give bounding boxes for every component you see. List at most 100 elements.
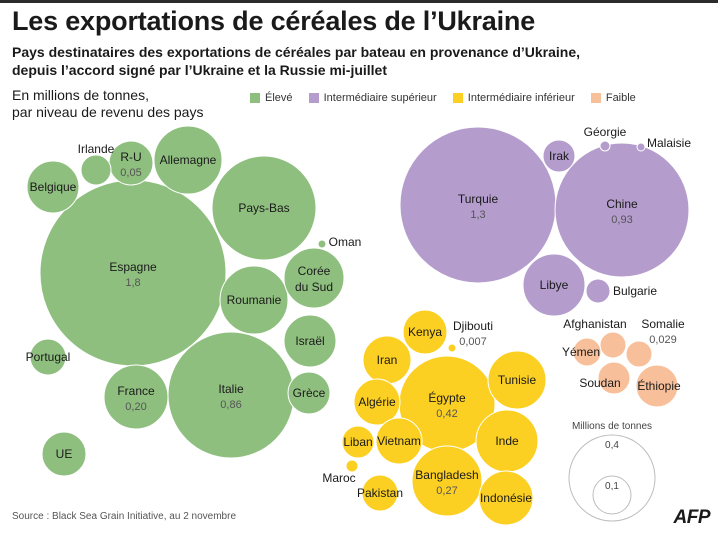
bubble-label: Malaisie [647, 136, 691, 150]
bubble-label: Italie [218, 382, 244, 396]
bubble-tunisie [487, 350, 547, 410]
legend-label: Faible [605, 92, 636, 104]
bubble-vietnam [375, 417, 423, 465]
legend-swatch [452, 93, 463, 103]
bubble-label: Roumanie [227, 293, 282, 307]
bubble-allemagne [153, 125, 223, 195]
bubble-portugal [29, 338, 67, 376]
bubble-bangladesh [411, 445, 483, 517]
bubble-chine [554, 142, 690, 278]
legend-item: Élevé [250, 92, 293, 104]
bubble-label: Somalie [641, 317, 685, 331]
bubble-label: Oman [329, 235, 362, 249]
bubble-value-label: 0,029 [649, 334, 677, 346]
bubble-alg-rie [353, 378, 401, 426]
bubble-label: Espagne [109, 260, 157, 274]
size-legend-value: 0,4 [605, 440, 619, 451]
legend-swatch [590, 93, 601, 103]
bubble-label: Yémen [562, 345, 600, 359]
bubble-oman [317, 239, 327, 249]
legend-swatch [308, 93, 319, 103]
bubble-pakistan [361, 474, 399, 512]
bubble-label: Pakistan [357, 486, 403, 500]
bubble-label: Bulgarie [613, 284, 657, 298]
bubble-label: Israël [295, 334, 324, 348]
bubble-label: Vietnam [377, 434, 421, 448]
bubble-label: Chine [606, 197, 638, 211]
afp-logo: AFP [673, 507, 711, 528]
bubble-value-label: 0,42 [436, 408, 457, 420]
bubble-roumanie [219, 265, 289, 335]
bubble-label: Tunisie [498, 373, 537, 387]
bubble-gr-ce [287, 371, 331, 415]
size-legend-value: 0,1 [605, 481, 619, 492]
bubble-label: Irak [549, 149, 570, 163]
bubble-label: Algérie [358, 395, 396, 409]
legend-label: Intermédiaire inférieur [467, 92, 575, 104]
bubble-value-label: 0,20 [125, 401, 146, 413]
subtitle-line: Pays destinataires des exportations de c… [12, 44, 581, 60]
bubble-value-label: 0,27 [436, 485, 457, 497]
legend-swatch [250, 93, 260, 103]
bubble-somalie [625, 340, 653, 368]
bubble-label: Indonésie [480, 491, 532, 505]
legend-item: Faible [590, 92, 636, 104]
bubble-label: Éthiopie [637, 378, 681, 393]
bubble-soudan [597, 361, 631, 395]
bubble-y-men [572, 337, 602, 367]
bubble-label: Liban [343, 435, 372, 449]
legend-label: Intermédiaire supérieur [323, 92, 437, 104]
bubble-pays-bas [211, 155, 317, 261]
bubble-bulgarie [585, 278, 611, 304]
bubble-irlande [80, 154, 112, 186]
bubble-label: Grèce [293, 386, 326, 400]
unit-note-line: En millions de tonnes, [12, 87, 149, 103]
bubble-value-label: 0,05 [120, 167, 141, 179]
chart-title: Les exportations de céréales de l’Ukrain… [12, 6, 536, 36]
bubble-label: Soudan [579, 376, 620, 390]
bubble-label: Inde [495, 434, 519, 448]
subtitle-line: depuis l’accord signé par l’Ukraine et l… [12, 62, 388, 78]
bubble-label: Égypte [428, 390, 466, 405]
bubble-maroc [345, 459, 359, 473]
bubble-label: Iran [377, 353, 398, 367]
size-legend-ring [592, 475, 632, 515]
bubble-value-label: 1,3 [470, 209, 485, 221]
bubble-value-label: 1,8 [125, 277, 140, 289]
bubble-label: Allemagne [160, 153, 217, 167]
legend-item: Intermédiaire inférieur [452, 92, 575, 104]
top-rule [0, 0, 718, 3]
bubble-label: Pays-Bas [238, 201, 289, 215]
bubble-ue [41, 431, 87, 477]
unit-note-line: par niveau de revenu des pays [12, 104, 204, 120]
bubble-libye [522, 253, 586, 317]
source-note: Source : Black Sea Grain Initiative, au … [12, 511, 237, 522]
chart-subtitle: Pays destinataires des exportations de c… [12, 43, 580, 79]
bubble-value-label: 0,86 [220, 399, 241, 411]
bubble-malaisie [636, 142, 646, 152]
bubble-label: UE [56, 447, 73, 461]
bubble-label: Kenya [408, 325, 442, 339]
bubble-indon-sie [478, 470, 534, 526]
bubble-belgique [26, 160, 80, 214]
legend-label: Élevé [265, 92, 293, 104]
bubble-label: Corée du Sud [295, 264, 333, 294]
bubble-djibouti [447, 343, 457, 353]
bubble-label: Bangladesh [415, 468, 478, 482]
unit-note: En millions de tonnes, par niveau de rev… [12, 87, 203, 121]
bubble-irak [542, 139, 576, 173]
bubble-value-label: 0,007 [459, 336, 487, 348]
bubble-value-label: 0,93 [611, 214, 632, 226]
bubble-label: R-U [120, 150, 141, 164]
bubble-afghanistan [599, 331, 627, 359]
bubble-label: France [117, 384, 155, 398]
size-legend-ring [568, 434, 656, 522]
bubble-label: Portugal [26, 350, 71, 364]
color-legend: Élevé Intermédiaire supérieur Intermédia… [250, 92, 649, 106]
bubble-label: Géorgie [584, 125, 627, 139]
bubble--thiopie [635, 364, 679, 408]
bubble-g-orgie [599, 140, 611, 152]
size-legend-title: Millions de tonnes [572, 421, 652, 432]
bubble-france [103, 364, 169, 430]
bubble-isra-l [283, 314, 337, 368]
